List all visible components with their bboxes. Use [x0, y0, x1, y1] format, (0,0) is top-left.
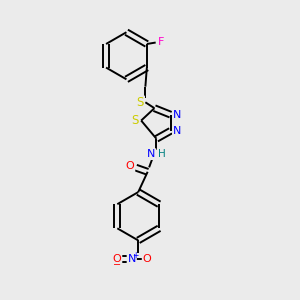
Text: N: N: [173, 110, 181, 120]
Text: N: N: [147, 149, 155, 159]
Text: N: N: [173, 126, 181, 136]
Text: S: S: [137, 96, 144, 110]
Text: −: −: [113, 260, 121, 270]
Text: O: O: [112, 254, 122, 264]
Text: N: N: [128, 254, 136, 264]
Text: H: H: [158, 149, 165, 159]
Text: F: F: [158, 37, 164, 47]
Text: O: O: [126, 161, 134, 172]
Text: S: S: [131, 114, 138, 127]
Text: +: +: [132, 250, 139, 260]
Text: O: O: [143, 254, 152, 264]
